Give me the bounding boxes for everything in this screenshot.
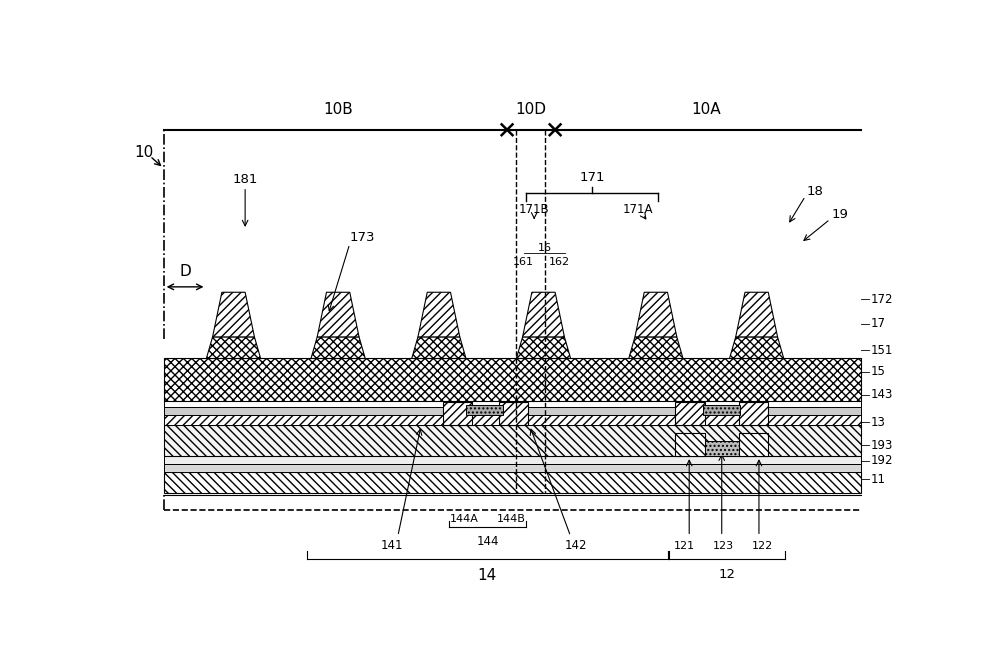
- Text: 123: 123: [713, 541, 734, 551]
- Text: 10B: 10B: [323, 102, 353, 117]
- Polygon shape: [418, 292, 460, 337]
- Polygon shape: [705, 441, 739, 456]
- Text: 122: 122: [751, 541, 773, 551]
- Polygon shape: [164, 472, 861, 494]
- Text: 171B: 171B: [519, 203, 550, 216]
- Polygon shape: [499, 402, 528, 426]
- Text: 121: 121: [674, 541, 695, 551]
- Polygon shape: [164, 464, 861, 472]
- Polygon shape: [629, 337, 683, 359]
- Polygon shape: [675, 402, 705, 426]
- Text: 13: 13: [871, 416, 885, 429]
- Text: 18: 18: [807, 185, 824, 198]
- Text: 19: 19: [832, 208, 849, 221]
- Text: 141: 141: [381, 539, 404, 552]
- Text: 144A: 144A: [450, 515, 479, 524]
- Text: 15: 15: [871, 365, 885, 378]
- Text: 143: 143: [871, 388, 893, 401]
- Polygon shape: [739, 433, 768, 456]
- Text: 142: 142: [565, 539, 587, 552]
- Text: 12: 12: [719, 568, 736, 581]
- Polygon shape: [635, 292, 677, 337]
- Polygon shape: [213, 292, 254, 337]
- Polygon shape: [736, 292, 778, 337]
- Polygon shape: [516, 337, 571, 359]
- Polygon shape: [412, 337, 466, 359]
- Polygon shape: [164, 456, 861, 464]
- Text: 171: 171: [580, 170, 605, 184]
- Polygon shape: [739, 402, 768, 426]
- Text: D: D: [180, 264, 191, 279]
- Polygon shape: [523, 292, 564, 337]
- Text: 162: 162: [548, 257, 570, 267]
- Text: 14: 14: [478, 568, 497, 583]
- Polygon shape: [730, 337, 784, 359]
- Text: 181: 181: [232, 172, 258, 186]
- Text: 144B: 144B: [497, 515, 525, 524]
- Text: 16: 16: [538, 243, 552, 253]
- Polygon shape: [675, 433, 705, 456]
- Polygon shape: [317, 292, 359, 337]
- Text: 173: 173: [350, 231, 375, 244]
- Polygon shape: [164, 359, 861, 401]
- Text: 161: 161: [513, 257, 534, 267]
- Polygon shape: [164, 415, 861, 426]
- Polygon shape: [443, 402, 472, 426]
- Text: 171A: 171A: [623, 203, 653, 216]
- Text: 10A: 10A: [691, 102, 721, 117]
- Text: 193: 193: [871, 439, 893, 452]
- Text: 151: 151: [871, 343, 893, 357]
- Polygon shape: [164, 401, 861, 407]
- Polygon shape: [164, 407, 861, 415]
- Polygon shape: [311, 337, 365, 359]
- Text: 17: 17: [871, 317, 886, 330]
- Text: 10: 10: [134, 145, 154, 161]
- Text: 11: 11: [871, 473, 886, 486]
- Text: 10D: 10D: [515, 102, 546, 117]
- Polygon shape: [206, 337, 261, 359]
- Polygon shape: [703, 405, 740, 415]
- Text: 192: 192: [871, 455, 893, 467]
- Polygon shape: [466, 405, 503, 415]
- Text: 144: 144: [476, 535, 499, 548]
- Text: 172: 172: [871, 293, 893, 306]
- Polygon shape: [164, 426, 861, 456]
